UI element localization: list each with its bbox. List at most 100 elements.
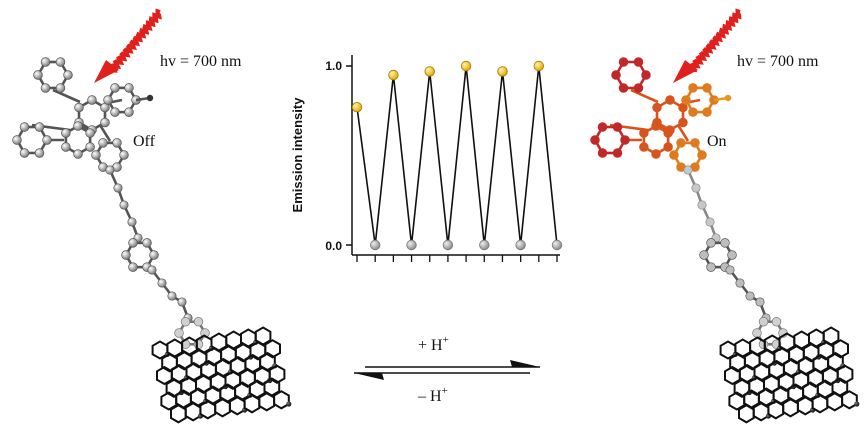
atom bbox=[40, 57, 51, 67]
atom bbox=[758, 316, 769, 327]
atom bbox=[752, 328, 762, 338]
atom bbox=[112, 138, 122, 148]
nanotube-hexagon bbox=[243, 394, 261, 414]
bond bbox=[52, 88, 81, 104]
atom bbox=[611, 70, 621, 80]
atom bbox=[19, 148, 30, 158]
nanotube-hexagon bbox=[170, 404, 187, 424]
nanotube-hexagon bbox=[228, 396, 246, 416]
atom bbox=[55, 57, 66, 67]
nanotube-hexagon bbox=[195, 374, 212, 394]
atom bbox=[113, 183, 123, 193]
atom bbox=[745, 291, 755, 301]
atom bbox=[597, 148, 608, 158]
atom bbox=[665, 95, 675, 105]
atom bbox=[105, 165, 115, 175]
atom bbox=[727, 250, 737, 260]
atom bbox=[73, 149, 83, 159]
atom bbox=[33, 70, 43, 80]
nanotube-hexagon bbox=[249, 341, 267, 361]
emission-points bbox=[351, 60, 563, 251]
atom bbox=[147, 265, 157, 275]
atom bbox=[124, 107, 134, 117]
chart-ytick-label-top: 1.0 bbox=[325, 59, 342, 73]
atom bbox=[19, 122, 30, 132]
emission-point-off bbox=[370, 239, 381, 251]
atom bbox=[87, 95, 97, 105]
atom bbox=[639, 128, 649, 138]
atom bbox=[618, 83, 629, 93]
atom bbox=[146, 94, 154, 102]
left-light-label: hv = 700 nm bbox=[160, 53, 242, 70]
nanotube-hexagon bbox=[796, 396, 814, 416]
atom bbox=[110, 83, 120, 93]
emission-point-off bbox=[442, 239, 454, 251]
atom bbox=[121, 250, 131, 260]
left-state-label: Off bbox=[133, 133, 156, 150]
emission-point-off bbox=[551, 239, 563, 251]
right-molecule-on bbox=[590, 57, 788, 350]
atom bbox=[73, 121, 83, 131]
atom bbox=[663, 142, 673, 152]
right-state-label: On bbox=[707, 133, 727, 150]
atom bbox=[678, 117, 688, 128]
emission-point-on bbox=[533, 60, 545, 72]
atom bbox=[157, 278, 167, 288]
atom bbox=[639, 142, 649, 152]
bond bbox=[630, 88, 659, 104]
nanotube-hexagon bbox=[273, 390, 290, 410]
emission-point-on bbox=[388, 69, 399, 81]
atom bbox=[641, 70, 651, 80]
atom bbox=[651, 121, 661, 131]
emission-series-line bbox=[356, 65, 558, 246]
nanotube-hexagon bbox=[832, 339, 849, 359]
nanotube-hexagon bbox=[258, 392, 276, 412]
right-nanotube bbox=[719, 326, 860, 424]
left-molecule-off bbox=[12, 57, 210, 350]
atom bbox=[663, 128, 673, 138]
atom bbox=[74, 102, 84, 113]
atom bbox=[12, 135, 22, 145]
nanotube-hexagon bbox=[205, 347, 223, 367]
atom bbox=[702, 107, 712, 117]
atom bbox=[103, 95, 113, 105]
nanotube-hexagon bbox=[264, 339, 281, 359]
right-light-arrow-icon bbox=[673, 8, 742, 83]
atom bbox=[597, 122, 608, 132]
atom bbox=[174, 328, 184, 338]
atom bbox=[85, 128, 95, 138]
atom bbox=[612, 122, 623, 132]
atom bbox=[167, 291, 177, 301]
nanotube-hexagon bbox=[817, 341, 835, 361]
atom bbox=[100, 117, 110, 128]
nanotube-hexagon bbox=[826, 392, 844, 412]
right-light-label: hv = 700 nm bbox=[737, 53, 819, 70]
atom bbox=[652, 102, 662, 113]
left-light-arrow-icon bbox=[94, 8, 162, 83]
atom bbox=[128, 238, 138, 248]
atom bbox=[61, 128, 71, 138]
nanotube-hexagon bbox=[752, 402, 770, 422]
nanotube-hexagon bbox=[199, 400, 217, 420]
atom bbox=[34, 148, 45, 158]
atom bbox=[124, 83, 134, 93]
nanotube-hexagon bbox=[184, 402, 202, 422]
nanotube-hexagon bbox=[214, 398, 231, 418]
emission-point-off bbox=[479, 239, 490, 251]
emission-point-on bbox=[351, 101, 363, 113]
atom bbox=[91, 150, 101, 160]
atom bbox=[705, 217, 715, 227]
atom bbox=[771, 316, 782, 327]
atom bbox=[612, 148, 623, 158]
atom bbox=[681, 95, 691, 105]
atom bbox=[706, 238, 716, 248]
atom bbox=[34, 122, 45, 132]
chart-x-ticks bbox=[356, 255, 558, 262]
atom bbox=[193, 316, 204, 327]
atom bbox=[63, 70, 73, 80]
reverse-label: – H+ bbox=[417, 385, 448, 405]
nanotube-hexagon bbox=[758, 349, 776, 369]
atom bbox=[61, 142, 71, 152]
atom bbox=[697, 150, 707, 160]
